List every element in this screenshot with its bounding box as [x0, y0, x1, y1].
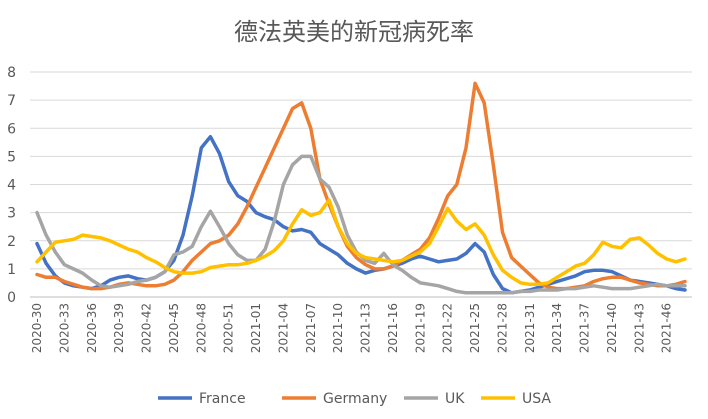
x-tick-label: 2021-22: [441, 303, 455, 353]
x-tick-label: 2021-34: [550, 303, 564, 353]
legend-label-uk: UK: [445, 391, 465, 407]
y-tick-label: 5: [7, 149, 16, 165]
x-tick-label: 2020-39: [112, 303, 126, 353]
y-tick-label: 7: [7, 93, 16, 109]
legend-label-usa: USA: [522, 391, 551, 407]
legend-label-germany: Germany: [323, 391, 387, 407]
x-tick-label: 2021-25: [468, 303, 482, 353]
series-line-usa: [35, 198, 687, 287]
x-tick-label: 2020-42: [140, 303, 154, 353]
series-lines: [35, 81, 687, 295]
x-tick-label: 2020-30: [30, 303, 44, 353]
y-axis-ticks: 0 1 2 3 4 5 6 7 8: [7, 65, 16, 306]
series-line-france: [35, 134, 687, 295]
x-tick-label: 2020-36: [85, 303, 99, 353]
y-tick-label: 1: [7, 262, 16, 278]
x-tick-label: 2021-28: [495, 303, 509, 353]
x-tick-label: 2021-31: [523, 303, 537, 353]
x-tick-label: 2021-37: [578, 303, 592, 353]
legend-label-france: France: [199, 391, 246, 407]
y-tick-label: 8: [7, 65, 16, 81]
gridlines: [30, 71, 692, 298]
x-tick-label: 2020-51: [222, 303, 236, 353]
x-tick-label: 2021-19: [413, 303, 427, 353]
x-tick-label: 2020-45: [167, 303, 181, 353]
x-tick-label: 2021-13: [359, 303, 373, 353]
y-tick-label: 2: [7, 234, 16, 250]
chart-title: 德法英美的新冠病死率: [234, 18, 474, 46]
x-tick-label: 2021-07: [304, 303, 318, 353]
y-tick-label: 3: [7, 206, 16, 222]
x-tick-label: 2021-10: [331, 303, 345, 353]
legend: France Germany UK USA: [158, 391, 551, 407]
x-tick-label: 2021-46: [660, 303, 674, 353]
y-tick-label: 6: [7, 121, 16, 137]
x-tick-label: 2020-33: [57, 303, 71, 353]
x-tick-label: 2021-43: [632, 303, 646, 353]
x-tick-label: 2020-48: [194, 303, 208, 353]
x-tick-label: 2021-01: [249, 303, 263, 353]
x-tick-label: 2021-40: [605, 303, 619, 353]
x-tick-label: 2021-16: [386, 303, 400, 353]
x-axis-ticks: 2020-30 2020-33 2020-36 2020-39 2020-42 2020-…: [30, 303, 674, 353]
x-tick-label: 2021-04: [276, 303, 290, 353]
y-tick-label: 4: [7, 178, 16, 194]
y-tick-label: 0: [7, 290, 16, 306]
